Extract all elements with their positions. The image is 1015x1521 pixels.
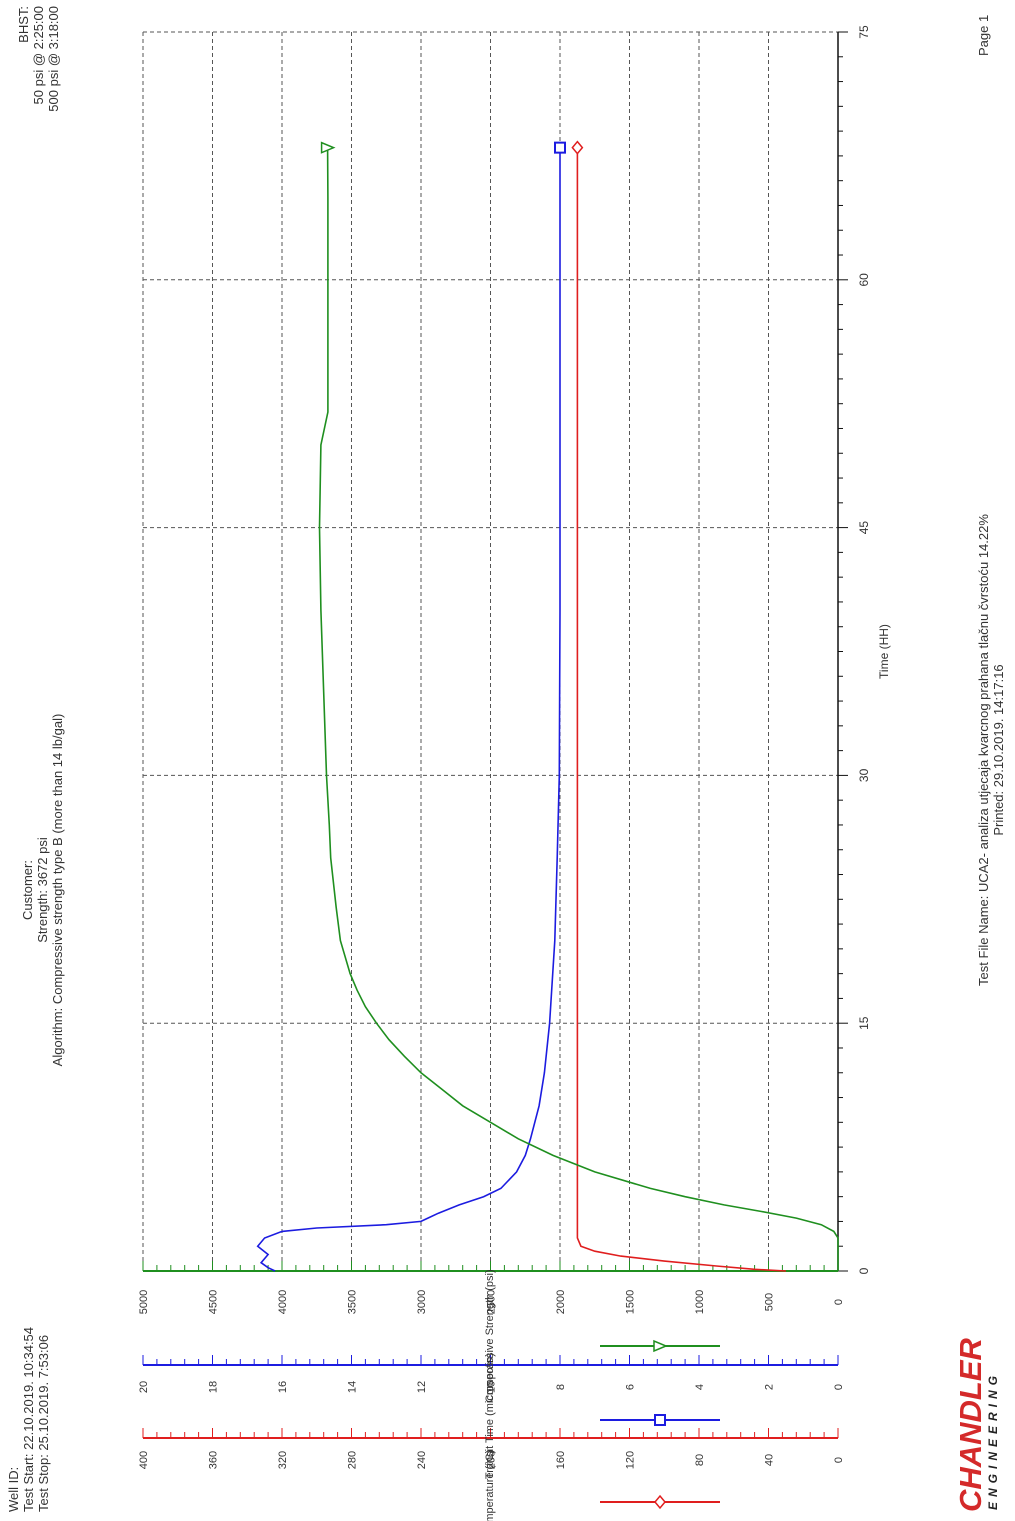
psi-50-label: 50 psi @ 2:25:00 bbox=[31, 6, 46, 105]
time-tick-label: 15 bbox=[857, 1016, 871, 1030]
temperature-tick-label: 80 bbox=[694, 1454, 706, 1466]
time-tick-label: 30 bbox=[857, 768, 871, 782]
logo-sub-text: ENGINEERING bbox=[986, 1370, 1000, 1510]
logo-main-text: CHANDLER bbox=[953, 1338, 988, 1512]
transit-legend-marker bbox=[654, 1414, 666, 1426]
time-tick-label: 60 bbox=[857, 273, 871, 287]
temperature-legend-marker bbox=[654, 1494, 666, 1510]
transit-axis-title: Transit Time (microsec/in) bbox=[484, 1353, 496, 1479]
transit-tick-label: 2 bbox=[764, 1384, 776, 1390]
temperature-tick-label: 320 bbox=[277, 1451, 289, 1469]
strength-tick-label: 4500 bbox=[208, 1290, 220, 1314]
transit-tick-label: 6 bbox=[625, 1384, 637, 1390]
well-id-label: Well ID: bbox=[6, 1466, 21, 1512]
chart-series bbox=[256, 140, 839, 1272]
strength-tick-label: 3000 bbox=[416, 1290, 428, 1314]
transit-series-line bbox=[256, 147, 561, 1272]
temperature-series-line bbox=[576, 147, 786, 1272]
transit-tick-label: 14 bbox=[347, 1381, 359, 1393]
time-tick-label: 75 bbox=[857, 25, 871, 39]
temperature-tick-label: 200 bbox=[486, 1451, 498, 1469]
strength-tick-label: 3500 bbox=[347, 1290, 359, 1314]
bhst-label: BHST: bbox=[16, 6, 31, 43]
temperature-tick-label: 360 bbox=[208, 1451, 220, 1469]
algorithm-label: Algorithm: Compressive strength type B (… bbox=[50, 713, 65, 1067]
transit-tick-label: 18 bbox=[208, 1381, 220, 1393]
test-stop-label: Test Stop: 25.10.2019. 7:53:06 bbox=[36, 1334, 51, 1512]
transit-end-marker bbox=[554, 141, 566, 154]
transit-tick-label: 16 bbox=[277, 1381, 289, 1393]
temperature-axis-title: Temperature (°C) bbox=[484, 1450, 496, 1521]
file-info-block: Test File Name: UCA2- analiza utjecaja k… bbox=[976, 450, 1006, 1050]
strength-tick-label: 4000 bbox=[277, 1290, 289, 1314]
temperature-tick-label: 400 bbox=[138, 1451, 150, 1469]
strength-tick-label: 5000 bbox=[138, 1290, 150, 1314]
time-tick-label: 0 bbox=[857, 1267, 871, 1274]
temperature-tick-label: 280 bbox=[347, 1451, 359, 1469]
time-axis-title: Time (HH) bbox=[877, 624, 891, 679]
bhst-block: BHST: 50 psi @ 2:25:00 500 psi @ 3:18:00 bbox=[16, 6, 61, 130]
temperature-tick-label: 240 bbox=[416, 1451, 428, 1469]
transit-tick-label: 0 bbox=[833, 1384, 845, 1390]
transit-tick-label: 10 bbox=[486, 1381, 498, 1393]
customer-block: Customer: Strength: 3672 psi Algorithm: … bbox=[20, 590, 65, 1190]
transit-tick-label: 4 bbox=[694, 1384, 706, 1390]
printed-date: Printed: 29.10.2019. 14:17:16 bbox=[991, 664, 1006, 836]
transit-tick-label: 20 bbox=[138, 1381, 150, 1393]
strength-tick-label: 1500 bbox=[625, 1290, 637, 1314]
strength-axis-title: Compressive Strength (psi) bbox=[484, 1269, 496, 1402]
test-file-name: Test File Name: UCA2- analiza utjecaja k… bbox=[976, 514, 991, 986]
temperature-tick-label: 40 bbox=[764, 1454, 776, 1466]
temperature-tick-label: 120 bbox=[625, 1451, 637, 1469]
time-tick-label: 45 bbox=[857, 521, 871, 535]
temperature-tick-label: 0 bbox=[833, 1457, 845, 1463]
strength-series-line bbox=[318, 147, 839, 1271]
strength-label: Strength: 3672 psi bbox=[35, 837, 50, 943]
temperature-tick-label: 160 bbox=[555, 1451, 567, 1469]
strength-tick-label: 1000 bbox=[694, 1290, 706, 1314]
strength-end-marker bbox=[320, 141, 336, 154]
test-start-label: Test Start: 22.10.2019. 10:34:54 bbox=[21, 1326, 36, 1512]
strength-tick-label: 2000 bbox=[555, 1290, 567, 1314]
customer-label: Customer: bbox=[20, 860, 35, 920]
strength-tick-label: 2500 bbox=[486, 1290, 498, 1314]
psi-500-label: 500 psi @ 3:18:00 bbox=[46, 6, 61, 112]
page-number: Page 1 bbox=[976, 14, 991, 56]
temperature-end-marker bbox=[571, 140, 584, 155]
transit-tick-label: 12 bbox=[416, 1381, 428, 1393]
chandler-logo: CHANDLER ENGINEERING bbox=[953, 1338, 1000, 1512]
strength-legend-marker bbox=[653, 1339, 668, 1353]
strength-tick-label: 0 bbox=[833, 1299, 845, 1305]
test-info-block: Well ID: Test Start: 22.10.2019. 10:34:5… bbox=[6, 1327, 51, 1512]
plot-grid bbox=[142, 31, 839, 1272]
transit-tick-label: 8 bbox=[555, 1384, 567, 1390]
strength-tick-label: 500 bbox=[764, 1293, 776, 1311]
